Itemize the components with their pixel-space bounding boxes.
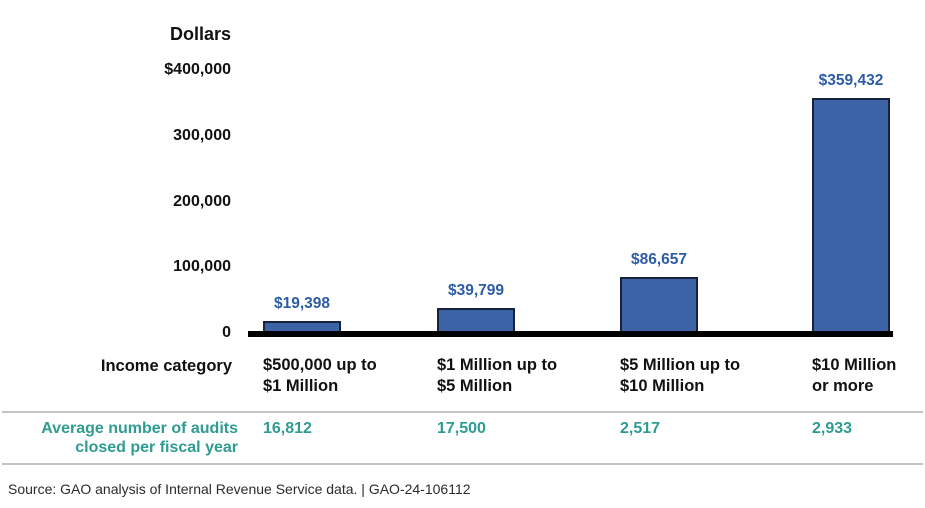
- category-label-4: $10 Million or more: [812, 356, 897, 395]
- source-note: Source: GAO analysis of Internal Revenue…: [8, 481, 471, 497]
- audit-value-3: 2,517: [620, 420, 661, 437]
- bar-4: [812, 98, 890, 337]
- bar-value-label-3: $86,657: [630, 251, 688, 268]
- y-tick-label-0: 0: [222, 324, 231, 341]
- bar-value-label-4: $359,432: [818, 72, 884, 89]
- divider-line-top: [2, 411, 923, 413]
- x-axis-line: [248, 331, 893, 337]
- y-tick-label-100000: 100,000: [173, 258, 231, 276]
- y-tick-label-200000: 200,000: [173, 192, 231, 210]
- category-label-1: $500,000 up to $1 Million: [263, 356, 377, 395]
- bar-value-label-2: $39,799: [447, 282, 505, 299]
- category-label-3: $5 Million up to $10 Million: [620, 356, 741, 395]
- audit-value-4: 2,933: [812, 420, 853, 437]
- divider-line-bottom: [2, 463, 923, 465]
- category-label-2: $1 Million up to $5 Million: [437, 356, 558, 395]
- bar-3: [620, 277, 698, 337]
- bar-value-label-1: $19,398: [273, 295, 331, 312]
- y-tick-label-300000: 300,000: [173, 126, 231, 144]
- audit-value-1: 16,812: [263, 420, 312, 437]
- audit-value-2: 17,500: [437, 420, 486, 437]
- x-axis-title: Income category: [100, 357, 232, 375]
- audits-row-label: Average number of audits closed per fisc…: [41, 420, 238, 456]
- y-tick-label-400000: $400,000: [164, 61, 231, 78]
- y-axis-title: Dollars: [169, 24, 231, 44]
